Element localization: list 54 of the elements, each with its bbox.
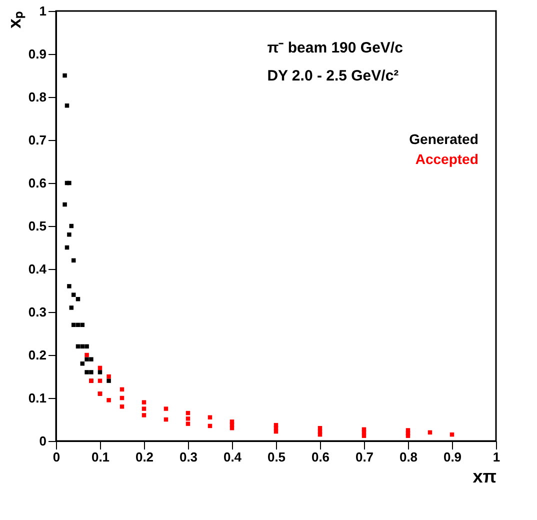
x-tick-label: 1	[492, 450, 500, 464]
point	[67, 232, 72, 237]
point	[142, 406, 146, 411]
x-tick-label: 0.3	[179, 450, 198, 464]
x-tick-label: 0.8	[399, 450, 418, 464]
x-tick-label: 0.1	[91, 450, 110, 464]
y-tick-label: 0.5	[28, 218, 46, 234]
point	[98, 370, 102, 374]
point	[89, 357, 94, 362]
x-tick-label: 0.9	[443, 450, 462, 464]
point	[142, 413, 146, 418]
point	[62, 202, 67, 207]
y-tick-label: 0.9	[28, 46, 46, 62]
y-axis-title: xₚ	[4, 12, 26, 29]
point	[106, 378, 111, 383]
point	[106, 398, 111, 402]
point	[142, 400, 146, 404]
x-tick-label: 0.4	[223, 450, 242, 464]
point	[62, 73, 67, 78]
y-tick-label: 0.8	[28, 90, 46, 104]
text: Generated	[409, 131, 478, 147]
point	[84, 370, 89, 374]
annotation: π⁻ beam 190 GeV/c	[267, 40, 403, 57]
y-tick-label: 0.4	[28, 262, 48, 276]
y-tick-label: 0.6	[28, 176, 46, 190]
y-tick-label: 1	[39, 4, 46, 18]
point	[84, 357, 89, 362]
point	[67, 284, 72, 288]
x-tick-label: 0.7	[355, 450, 374, 464]
point	[186, 416, 190, 421]
y-tick-label: 0	[39, 434, 46, 448]
point	[84, 344, 89, 349]
x-tick-label: 0	[52, 450, 60, 464]
point	[230, 422, 234, 427]
point	[406, 431, 410, 436]
point	[208, 415, 212, 420]
point	[186, 422, 190, 426]
y-tick-label: 0.3	[28, 304, 46, 320]
point	[106, 374, 111, 379]
point	[84, 352, 89, 358]
x-axis-title: xπ	[472, 466, 497, 486]
point	[71, 292, 76, 297]
point	[164, 406, 168, 411]
point	[89, 370, 94, 374]
x-tick-label: 0.2	[135, 450, 154, 464]
x-tick-label: 0.6	[311, 450, 330, 464]
annotation: DY 2.0 - 2.5 GeV/c²	[267, 68, 399, 85]
point	[98, 378, 102, 383]
x-tick-label: 0.5	[267, 450, 286, 464]
y-tick-label: 0.7	[28, 132, 46, 148]
text: Accepted	[415, 151, 478, 167]
y-tick-label: 0.2	[28, 348, 46, 362]
y-tick-label: 0.1	[28, 390, 46, 406]
point	[69, 306, 74, 310]
